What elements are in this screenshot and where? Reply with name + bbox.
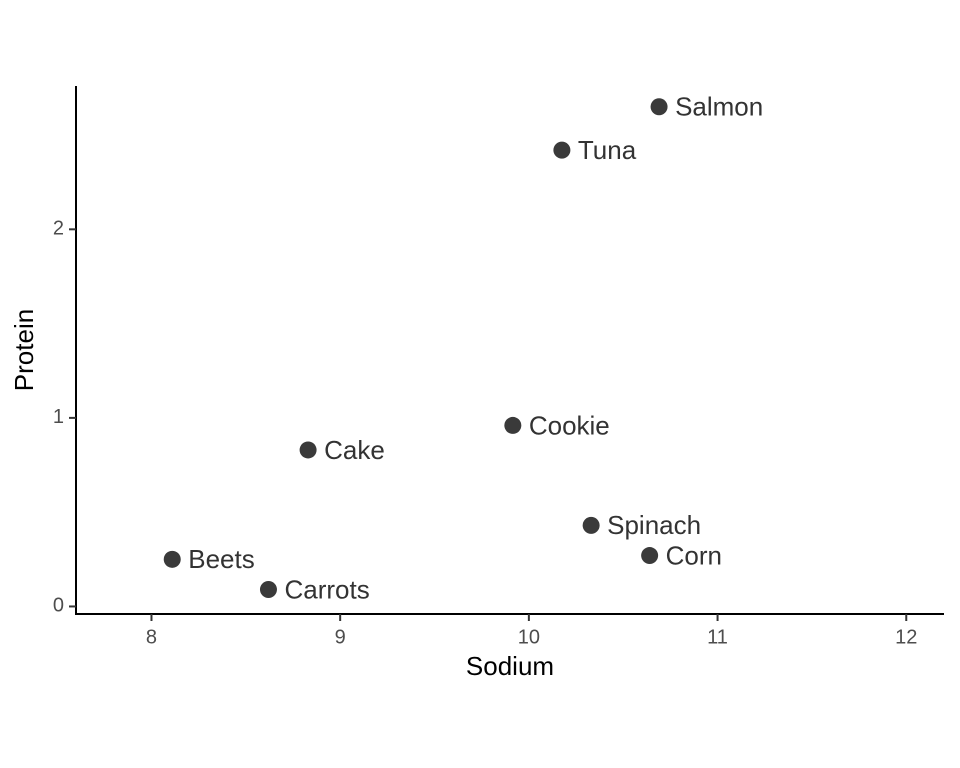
- y-tick-label: 1: [53, 406, 64, 428]
- point-label: Carrots: [284, 574, 369, 604]
- point: [163, 550, 181, 568]
- point-label: Salmon: [675, 92, 763, 122]
- x-tick-label: 11: [707, 626, 728, 648]
- point-label: Cookie: [529, 410, 610, 440]
- y-axis-title: Protein: [9, 309, 39, 391]
- y-tick-label: 0: [53, 595, 64, 617]
- point: [259, 580, 277, 598]
- point-label: Tuna: [578, 135, 637, 165]
- point: [504, 416, 522, 434]
- point-label: Cake: [324, 435, 385, 465]
- point: [641, 547, 659, 565]
- point: [582, 516, 600, 534]
- point: [553, 141, 571, 159]
- point: [650, 98, 668, 116]
- x-tick-label: 8: [146, 626, 157, 648]
- x-tick-label: 9: [335, 626, 346, 648]
- point-label: Spinach: [607, 510, 701, 540]
- point-label: Beets: [188, 544, 255, 574]
- y-tick-label: 2: [53, 218, 64, 240]
- x-tick-label: 12: [895, 626, 917, 648]
- x-axis-title: Sodium: [466, 651, 554, 681]
- point-label: Corn: [666, 540, 722, 570]
- x-tick-label: 10: [518, 626, 540, 648]
- point: [299, 441, 317, 459]
